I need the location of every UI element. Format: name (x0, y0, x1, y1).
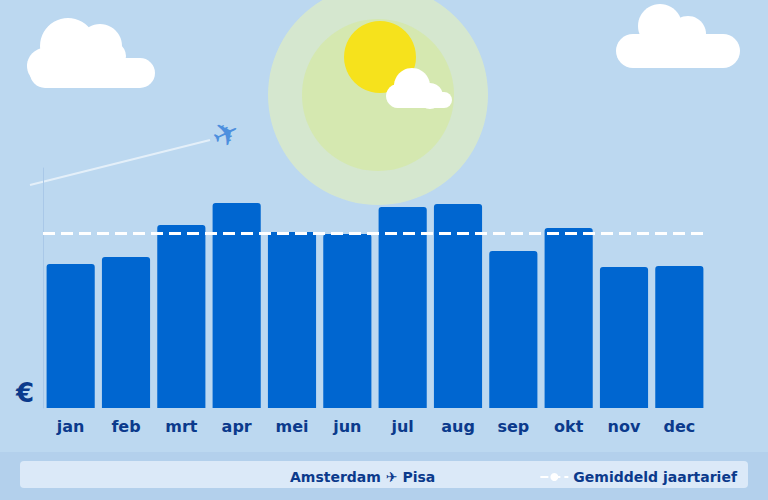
svg-text:apr: apr (222, 417, 252, 436)
svg-text:aug: aug (441, 417, 475, 436)
svg-text:dec: dec (663, 417, 695, 436)
svg-text:okt: okt (554, 417, 584, 436)
svg-text:nov: nov (608, 417, 641, 436)
svg-text:Amsterdam ✈ Pisa: Amsterdam ✈ Pisa (290, 469, 435, 485)
svg-text:feb: feb (111, 417, 140, 436)
svg-text:jul: jul (390, 417, 413, 436)
svg-text:Gemiddeld jaartarief: Gemiddeld jaartarief (573, 469, 738, 485)
svg-text:✈: ✈ (206, 111, 247, 157)
svg-text:jun: jun (332, 417, 361, 436)
svg-text:sep: sep (497, 417, 529, 436)
svg-text:mei: mei (275, 417, 308, 436)
svg-text:mrt: mrt (165, 417, 198, 436)
svg-text:€: € (15, 378, 34, 408)
svg-text:jan: jan (56, 417, 85, 436)
